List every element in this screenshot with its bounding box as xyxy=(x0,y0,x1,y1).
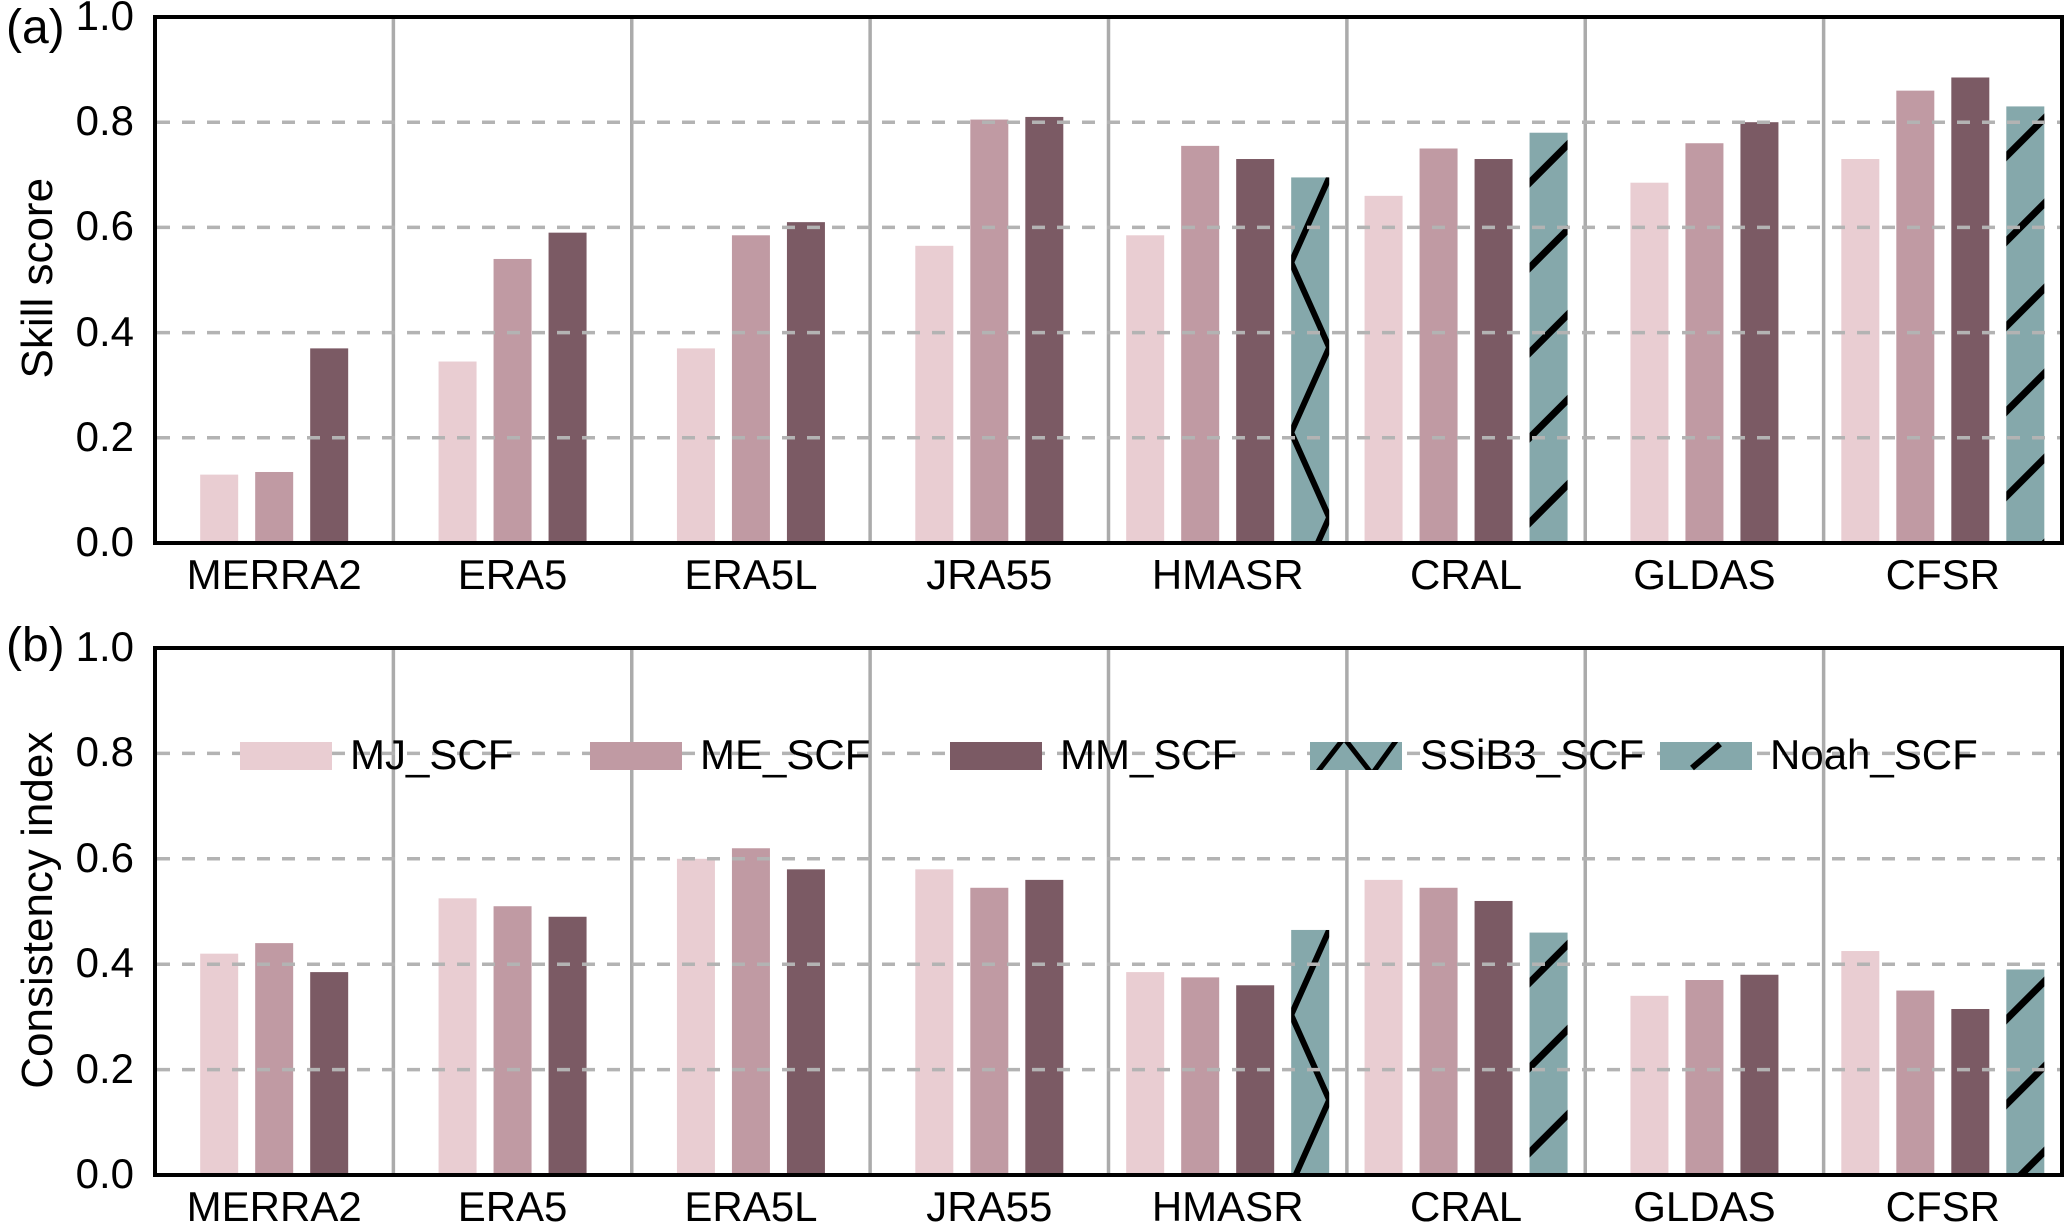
y-tick-label: 0.0 xyxy=(75,518,134,565)
x-category-label: JRA55 xyxy=(926,551,1053,598)
zigzag-hatch xyxy=(1291,929,1330,1175)
diagonal-hatch xyxy=(1529,139,1568,528)
bar-ME_SCF-MERRA2 xyxy=(255,471,294,543)
legend-swatch-MJ_SCF xyxy=(240,742,332,770)
bar-ME_SCF-CRAL xyxy=(1419,148,1458,543)
bar-ME_SCF-MERRA2 xyxy=(255,943,294,1175)
bar-MJ_SCF-ERA5L xyxy=(676,348,715,543)
bar-MM_SCF-ERA5L xyxy=(786,869,825,1175)
bar-MM_SCF-ERA5 xyxy=(548,232,587,543)
bar-MM_SCF-JRA55 xyxy=(1025,879,1064,1175)
bar-MJ_SCF-JRA55 xyxy=(915,245,954,543)
bar-Noah_SCF-CRAL xyxy=(1529,932,1568,1175)
y-tick-label: 0.0 xyxy=(75,1150,134,1197)
bar-ME_SCF-CFSR xyxy=(1896,990,1935,1175)
y-tick-label: 1.0 xyxy=(75,0,134,39)
y-tick-label: 0.2 xyxy=(75,1044,134,1092)
bar-MJ_SCF-ERA5 xyxy=(438,898,477,1175)
bar-MM_SCF-CFSR xyxy=(1951,1008,1990,1175)
plot-border xyxy=(153,646,2064,1177)
legend-swatch-ME_SCF xyxy=(590,742,682,770)
bar-ME_SCF-HMASR xyxy=(1181,977,1220,1175)
bar-MJ_SCF-ERA5 xyxy=(438,361,477,543)
bar-ME_SCF-ERA5L xyxy=(731,235,770,544)
bar-MJ_SCF-HMASR xyxy=(1126,972,1165,1175)
bar-ME_SCF-ERA5 xyxy=(493,258,532,543)
x-category-label: CFSR xyxy=(1885,551,2000,598)
y-tick-label: 0.8 xyxy=(75,97,134,145)
legend-label: SSiB3_SCF xyxy=(1420,731,1645,778)
plot-border xyxy=(153,15,2064,545)
bar-ME_SCF-GLDAS xyxy=(1685,143,1724,544)
y-tick-label: 0.4 xyxy=(75,939,134,987)
x-category-label: CRAL xyxy=(1410,551,1523,598)
legend-swatch-MM_SCF xyxy=(950,742,1042,770)
x-category-label: ERA5L xyxy=(684,551,818,598)
x-category-label: HMASR xyxy=(1151,551,1304,598)
x-category-label: ERA5 xyxy=(457,551,568,598)
legend-label: Noah_SCF xyxy=(1770,731,1978,778)
bar-MJ_SCF-CFSR xyxy=(1841,951,1880,1175)
bar-MJ_SCF-GLDAS xyxy=(1630,995,1669,1175)
bar-ME_SCF-CRAL xyxy=(1419,887,1458,1175)
y-tick-label: 0.2 xyxy=(75,412,134,460)
bar-MJ_SCF-HMASR xyxy=(1126,235,1165,544)
bar-MM_SCF-CRAL xyxy=(1474,159,1513,543)
x-category-label: GLDAS xyxy=(1633,1183,1776,1229)
y-tick-label: 0.6 xyxy=(75,202,134,250)
x-category-label: MERRA2 xyxy=(186,1183,362,1229)
panel-b-letter: (b) xyxy=(6,619,65,672)
x-category-label: HMASR xyxy=(1151,1183,1304,1229)
y-tick-label: 0.8 xyxy=(75,728,134,776)
bar-MJ_SCF-ERA5L xyxy=(676,858,715,1175)
legend-label: ME_SCF xyxy=(700,731,871,778)
bar-MM_SCF-HMASR xyxy=(1236,985,1275,1175)
diagonal-hatch xyxy=(2006,113,2045,543)
bar-ME_SCF-ERA5 xyxy=(493,906,532,1175)
bar-MJ_SCF-CFSR xyxy=(1841,159,1880,543)
x-category-label: ERA5L xyxy=(684,1183,818,1229)
bar-MM_SCF-GLDAS xyxy=(1740,974,1779,1175)
bar-ME_SCF-HMASR xyxy=(1181,145,1220,543)
bar-MJ_SCF-MERRA2 xyxy=(200,474,239,543)
y-tick-label: 1.0 xyxy=(75,623,134,670)
bar-ME_SCF-JRA55 xyxy=(970,887,1009,1175)
x-category-label: MERRA2 xyxy=(186,551,362,598)
bar-MM_SCF-CFSR xyxy=(1951,77,1990,544)
legend-swatch-Noah_SCF xyxy=(1660,741,1752,771)
y-tick-label: 0.4 xyxy=(75,307,134,355)
bar-MJ_SCF-JRA55 xyxy=(915,869,954,1175)
bar-ME_SCF-CFSR xyxy=(1896,90,1935,543)
x-category-label: CRAL xyxy=(1410,1183,1523,1229)
bar-MJ_SCF-MERRA2 xyxy=(200,953,239,1175)
bar-MM_SCF-MERRA2 xyxy=(310,348,349,543)
x-category-label: JRA55 xyxy=(926,1183,1053,1229)
bar-MJ_SCF-GLDAS xyxy=(1630,182,1669,543)
y-tick-label: 0.6 xyxy=(75,833,134,881)
diagonal-hatch xyxy=(1529,939,1568,1158)
bar-MM_SCF-JRA55 xyxy=(1025,116,1064,543)
legend-swatch-SSiB3_SCF xyxy=(1310,742,1402,770)
bar-MM_SCF-HMASR xyxy=(1236,159,1275,543)
bar-MJ_SCF-CRAL xyxy=(1364,879,1403,1175)
bar-MM_SCF-MERRA2 xyxy=(310,972,349,1175)
x-category-label: GLDAS xyxy=(1633,551,1776,598)
bar-MM_SCF-CRAL xyxy=(1474,900,1513,1175)
x-category-label: ERA5 xyxy=(457,1183,568,1229)
legend-label: MM_SCF xyxy=(1060,731,1238,778)
bar-MM_SCF-ERA5L xyxy=(786,222,825,543)
bar-MM_SCF-ERA5 xyxy=(548,916,587,1175)
panel-a-letter: (a) xyxy=(6,1,65,54)
x-category-label: CFSR xyxy=(1885,1183,2000,1229)
bar-MJ_SCF-CRAL xyxy=(1364,195,1403,543)
bar-ME_SCF-ERA5L xyxy=(731,848,770,1175)
bar-ME_SCF-GLDAS xyxy=(1685,980,1724,1175)
legend-label: MJ_SCF xyxy=(350,731,514,778)
